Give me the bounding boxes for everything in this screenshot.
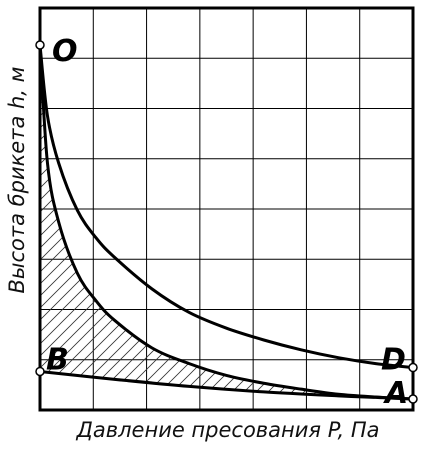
point-o-label: O <box>52 34 78 69</box>
curve-o-d <box>38 44 414 370</box>
point-o-marker <box>35 40 45 50</box>
line-b-a <box>39 369 414 401</box>
point-d-label: D <box>381 343 406 378</box>
point-a-label: A <box>383 376 408 411</box>
points-group: O B DA <box>35 34 418 411</box>
point-b-label: B <box>46 342 69 377</box>
y-axis-label: Высота брикета h, м <box>5 66 29 293</box>
series-group <box>38 44 414 401</box>
plot-frame <box>38 6 415 412</box>
point-a-marker <box>408 394 418 404</box>
point-b-marker <box>35 366 45 377</box>
grid <box>40 8 413 410</box>
point-d-marker <box>408 362 418 373</box>
hatched-area <box>40 45 413 399</box>
x-axis-label: Давление пресования P, Па <box>75 418 379 442</box>
curve-o-a <box>38 44 414 401</box>
